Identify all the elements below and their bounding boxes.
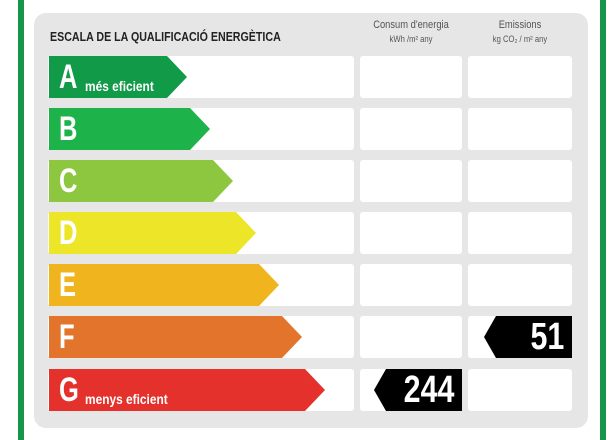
arrow-shape bbox=[49, 56, 187, 98]
emissions-cell-G bbox=[468, 369, 572, 411]
right-border bbox=[600, 0, 606, 440]
energy-cell-E bbox=[360, 264, 462, 306]
emissions-cell-B bbox=[468, 108, 572, 150]
emissions-value-tag: 51 bbox=[484, 316, 572, 358]
left-border bbox=[18, 0, 24, 440]
arrow-shape bbox=[49, 316, 302, 358]
rating-arrow-B: B bbox=[49, 108, 210, 150]
emissions-cell-D bbox=[468, 212, 572, 254]
energy-cell-F bbox=[360, 316, 462, 358]
energy-cell-D bbox=[360, 212, 462, 254]
rating-arrow-D: D bbox=[49, 212, 256, 254]
rating-arrow-G: G menys eficient bbox=[49, 369, 325, 411]
rating-letter: A bbox=[59, 58, 78, 96]
energy-cell-C bbox=[360, 160, 462, 202]
emissions-cell-C bbox=[468, 160, 572, 202]
arrow-shape bbox=[49, 160, 233, 202]
rating-letter: C bbox=[59, 162, 78, 200]
arrow-shape bbox=[49, 369, 325, 411]
arrow-shape bbox=[49, 212, 256, 254]
energy-value: 244 bbox=[403, 369, 454, 411]
energy-label: Consum d'energia bbox=[373, 19, 449, 31]
emissions-column-header: Emissions kg CO₂ / m² any bbox=[472, 18, 569, 46]
rating-letter: D bbox=[59, 214, 78, 252]
rating-letter: E bbox=[59, 266, 77, 304]
rating-subtitle: més eficient bbox=[85, 78, 154, 94]
rating-arrow-C: C bbox=[49, 160, 233, 202]
arrow-shape bbox=[49, 108, 210, 150]
emissions-value: 51 bbox=[530, 316, 564, 358]
rating-letter: B bbox=[59, 110, 78, 148]
emissions-unit: kg CO₂ / m² any bbox=[492, 34, 548, 44]
emissions-cell-E bbox=[468, 264, 572, 306]
emissions-cell-A bbox=[468, 56, 572, 98]
energy-value-tag: 244 bbox=[374, 369, 462, 411]
energy-unit: kWh /m² any bbox=[389, 34, 433, 44]
emissions-label: Emissions bbox=[498, 19, 542, 31]
rating-letter: G bbox=[59, 371, 79, 409]
rating-arrow-A: A més eficient bbox=[49, 56, 187, 98]
rating-arrow-F: F bbox=[49, 316, 302, 358]
rating-arrow-E: E bbox=[49, 264, 279, 306]
energy-cell-A bbox=[360, 56, 462, 98]
rating-subtitle: menys eficient bbox=[85, 391, 168, 407]
energy-column-header: Consum d'energia kWh /m² any bbox=[363, 18, 458, 46]
arrow-shape bbox=[49, 264, 279, 306]
rating-letter: F bbox=[59, 318, 75, 356]
energy-cell-B bbox=[360, 108, 462, 150]
scale-title: ESCALA DE LA QUALIFICACIÓ ENERGÈTICA bbox=[50, 29, 281, 44]
